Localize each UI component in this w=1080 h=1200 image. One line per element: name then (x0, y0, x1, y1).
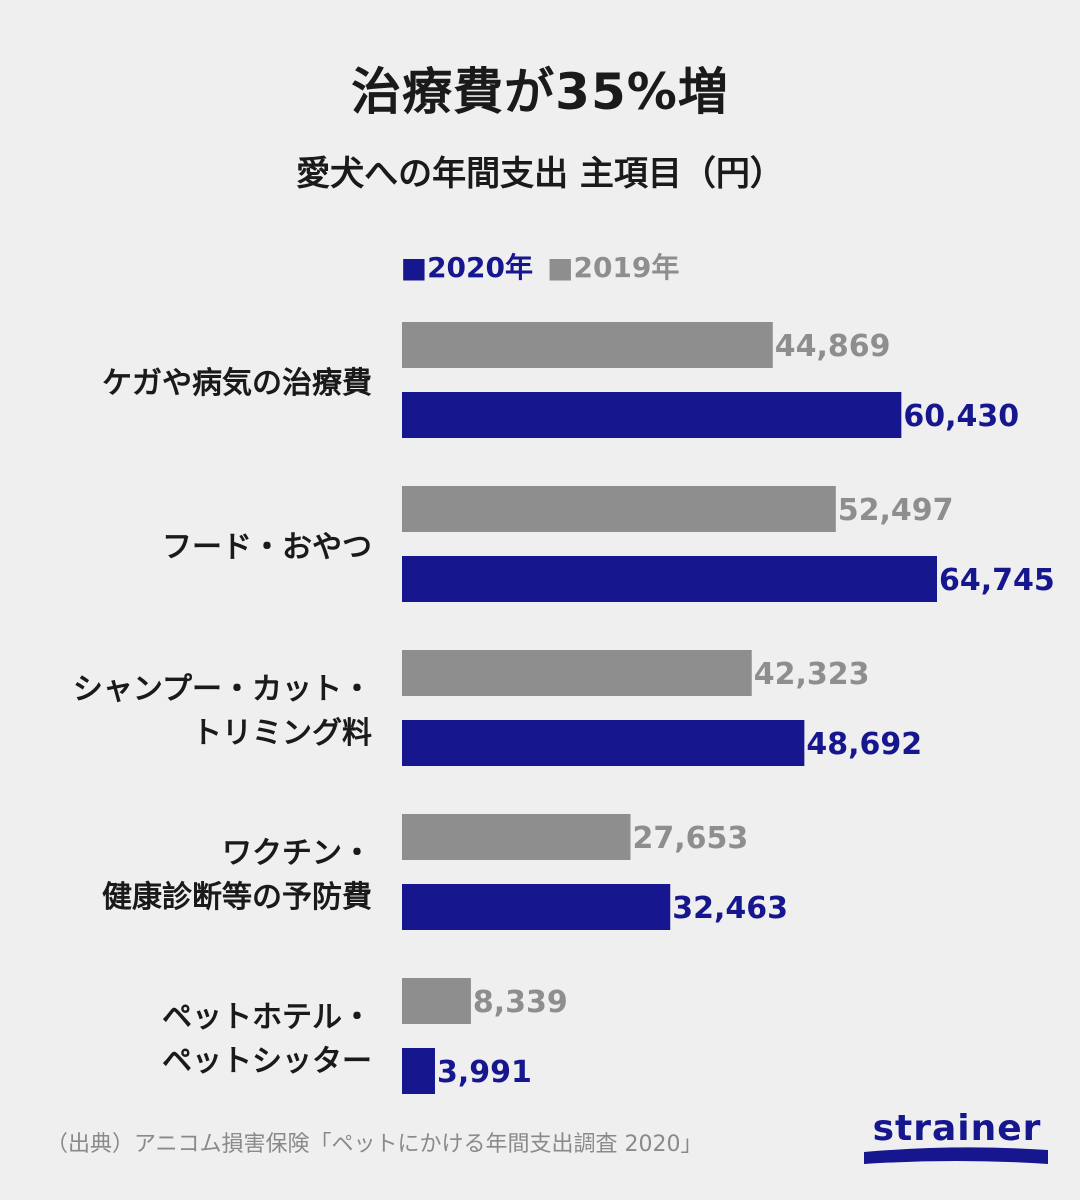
chart-subtitle: 愛犬への年間支出 主項目（円） (296, 154, 784, 194)
category-label: シャンプー・カット・ (73, 672, 372, 707)
bar-2020年-3 (402, 884, 671, 930)
data-label: 32,463 (672, 891, 788, 926)
category-label: ワクチン・ (222, 836, 372, 871)
bar-2020年-4 (402, 1048, 435, 1094)
bar-2019年-2 (402, 650, 752, 696)
category-label: フード・おやつ (162, 530, 372, 565)
bar-2019年-0 (402, 322, 773, 368)
category-label: トリミング料 (192, 716, 372, 751)
legend-label-2020: ■2020年 (400, 251, 533, 284)
bar-2020年-0 (402, 392, 902, 438)
data-label: 64,745 (939, 563, 1055, 598)
logo-swoosh (864, 1147, 1048, 1164)
bar-2019年-3 (402, 814, 631, 860)
source-note: （出典）アニコム損害保険「ペットにかける年間支出調査 2020」 (46, 1132, 703, 1157)
chart-title: 治療費が35%増 (351, 63, 729, 121)
bar-2020年-2 (402, 720, 805, 766)
logo-text: strainer (872, 1108, 1042, 1149)
data-label: 52,497 (838, 493, 954, 528)
legend-item-2020: ■2020年 (401, 246, 533, 286)
bar-2019年-1 (402, 486, 836, 532)
legend-label-2019: ■2019年 (547, 251, 680, 284)
bar-chart: ケガや病気の治療費 44,869 60,430 フード・おやつ 52,497 64,745… (73, 322, 1055, 1094)
data-label: 44,869 (775, 329, 891, 364)
data-label: 27,653 (633, 821, 749, 856)
bar-2020年-1 (402, 556, 937, 602)
category-label: ケガや病気の治療費 (102, 366, 372, 401)
data-label: 8,339 (473, 985, 568, 1020)
data-label: 42,323 (754, 657, 870, 692)
strainer-logo: strainer (862, 1108, 1052, 1168)
category-label: ペットホテル・ (162, 1000, 372, 1035)
data-label: 3,991 (437, 1055, 532, 1090)
data-label: 48,692 (806, 727, 922, 762)
category-label: 健康診断等の予防費 (102, 880, 372, 915)
category-label: ペットシッター (162, 1044, 372, 1079)
bar-2019年-4 (402, 978, 471, 1024)
data-label: 60,430 (903, 399, 1019, 434)
legend-item-2019: ■2019年 (547, 246, 679, 286)
legend: ■2020年 ■2019年 (0, 246, 1080, 286)
